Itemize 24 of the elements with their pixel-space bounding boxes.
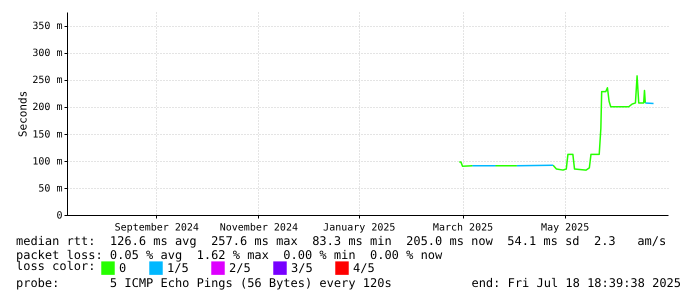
y-tick-label: 150 m <box>32 129 62 140</box>
x-tick-label: January 2025 <box>323 222 396 234</box>
text: packet loss: 0.05 % avg 1.62 % max 0.00 % min 0.00 % now <box>16 248 442 262</box>
x-tick-label: November 2024 <box>220 222 298 234</box>
legend-title: loss color: <box>16 259 96 273</box>
y-tick-label: 100 m <box>32 156 62 168</box>
legend-label: 0 <box>119 261 126 276</box>
y-tick-label: 250 m <box>32 75 62 86</box>
legend-label: 2/5 <box>229 261 251 276</box>
text: end: Fri Jul 18 18:39:38 2025 <box>471 276 681 290</box>
legend-label: 1/5 <box>167 261 189 276</box>
text: median rtt: 126.6 ms avg 257.6 ms max 83.3 ms min 205.0 ms now 54.1 ms sd 2.3 am/s <box>16 234 666 248</box>
legend-label: 3/5 <box>291 261 313 276</box>
x-tick-label: May 2025 <box>541 222 590 234</box>
x-tick-label: March 2025 <box>432 222 494 234</box>
y-tick-label: 200 m <box>32 102 62 114</box>
text: probe: 5 ICMP Echo Pings (56 Bytes) every 120s <box>16 276 392 290</box>
y-axis-title: Seconds <box>16 90 30 138</box>
x-tick-label: September 2024 <box>114 222 199 234</box>
y-tick-label: 50 m <box>38 183 62 194</box>
y-tick-label: 350 m <box>32 21 62 32</box>
y-tick-label: 0 <box>56 210 62 222</box>
legend-label: 4/5 <box>353 261 375 276</box>
y-tick-label: 300 m <box>32 48 62 60</box>
